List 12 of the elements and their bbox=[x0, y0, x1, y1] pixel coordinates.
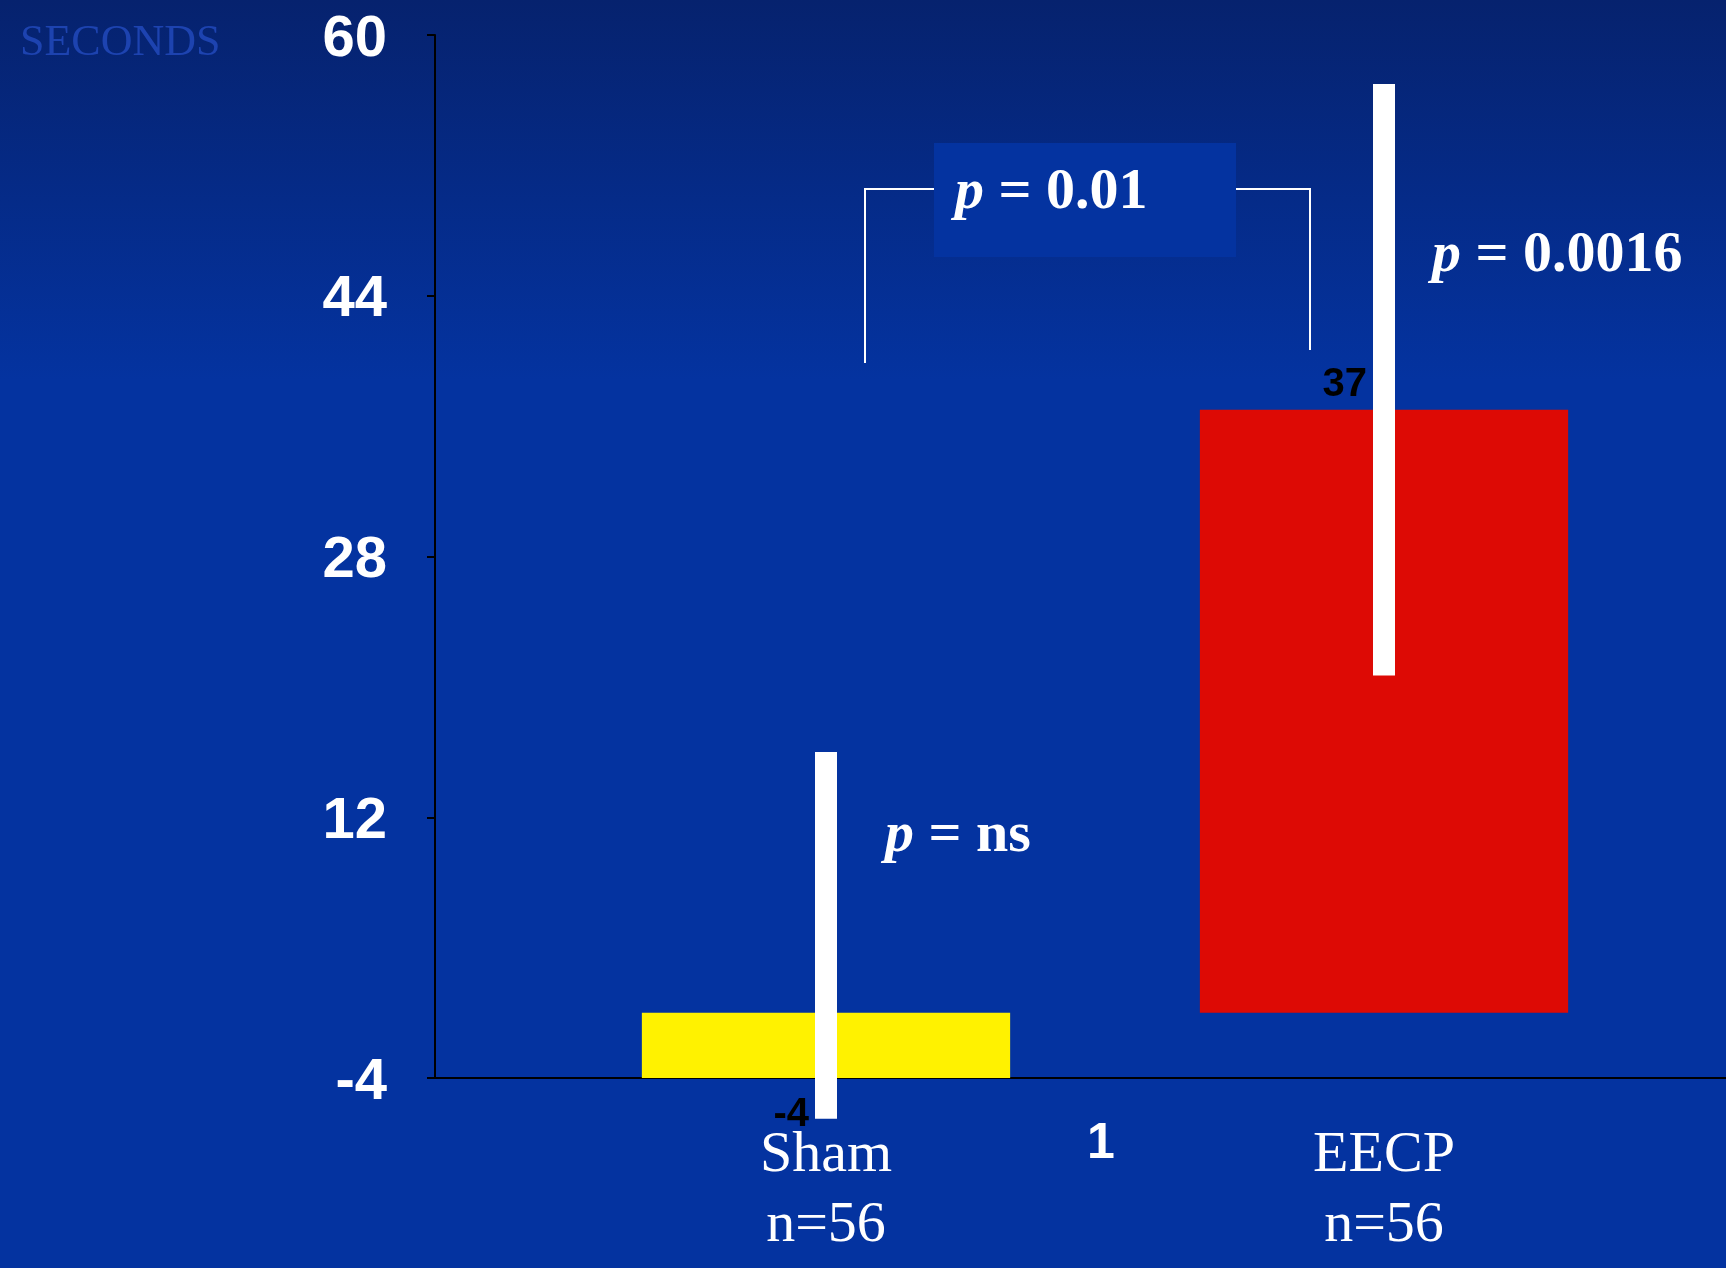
y-axis-title: SECONDS bbox=[20, 15, 221, 65]
data-label: 37 bbox=[1322, 359, 1367, 404]
y-tick-label: 60 bbox=[322, 2, 387, 68]
text: 1 bbox=[1087, 1113, 1115, 1169]
annotation: p = 0.01 bbox=[950, 155, 1148, 221]
annotation: p = 0.0016 bbox=[1427, 218, 1683, 284]
x-tick-label: EECP n=56 bbox=[1313, 1118, 1455, 1254]
y-tick-label: 28 bbox=[322, 524, 387, 589]
annotation: p = ns bbox=[880, 798, 1031, 864]
y-tick-label: 44 bbox=[322, 263, 387, 329]
y-tick-label: 12 bbox=[322, 784, 387, 850]
y-tick-label: -4 bbox=[335, 1045, 387, 1111]
